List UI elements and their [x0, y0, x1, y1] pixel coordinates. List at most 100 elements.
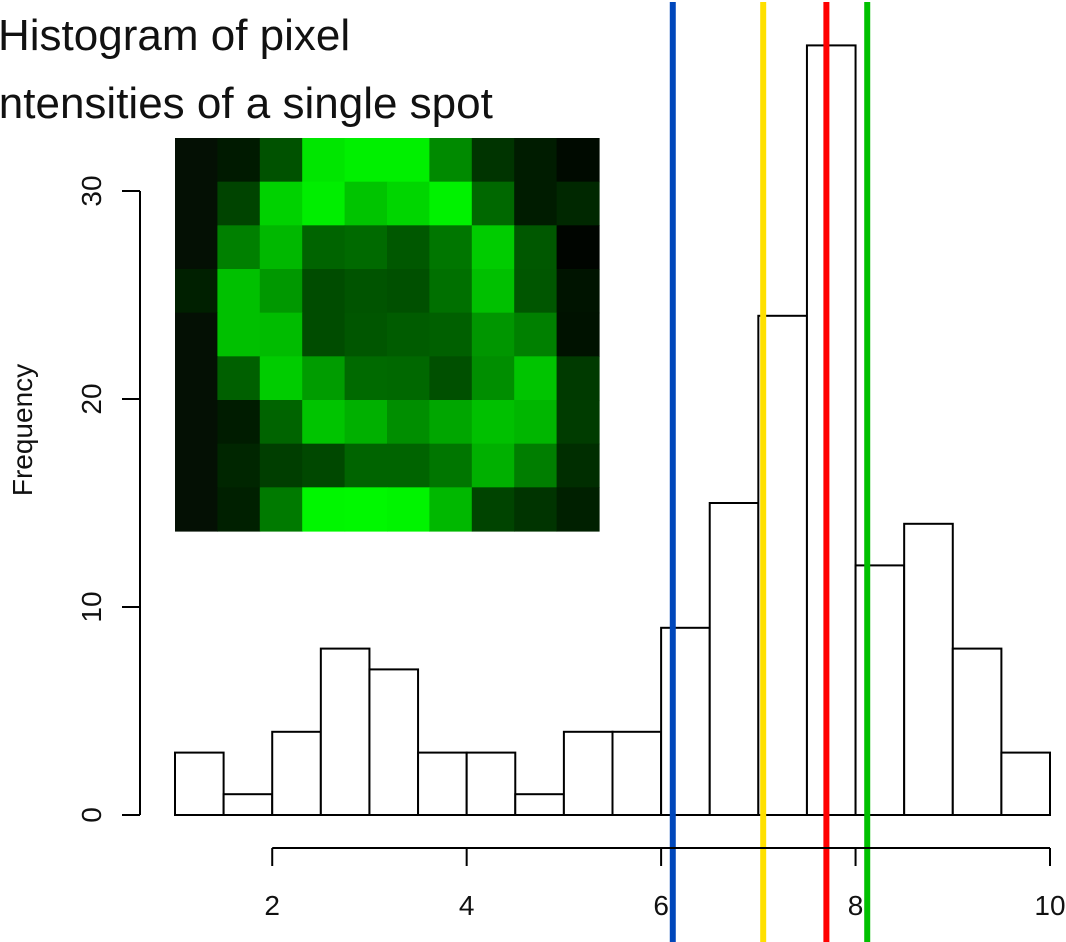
inset-pixel	[175, 181, 218, 226]
inset-pixel	[344, 225, 388, 270]
inset-pixel	[429, 356, 473, 401]
inset-pixel	[556, 443, 600, 488]
inset-pixel	[556, 487, 600, 532]
inset-pixel	[302, 400, 346, 445]
x-tick-label: 10	[1034, 890, 1065, 921]
inset-pixel	[259, 269, 303, 314]
inset-pixel	[514, 225, 558, 270]
inset-pixel	[175, 487, 218, 532]
histogram-bar	[951, 647, 1003, 816]
inset-pixel	[217, 487, 261, 532]
inset-pixel	[471, 138, 515, 183]
inset-pixel	[514, 181, 558, 226]
inset-pixel	[514, 487, 558, 532]
y-tick-label: 0	[76, 807, 107, 823]
inset-pixel	[429, 269, 473, 314]
inset-pixel	[175, 269, 218, 314]
x-tick-label: 6	[653, 890, 669, 921]
inset-pixel	[429, 181, 473, 226]
histogram-bar	[562, 730, 614, 816]
inset-pixel	[302, 356, 346, 401]
y-tick-label: 30	[76, 175, 107, 206]
inset-pixel	[344, 487, 388, 532]
inset-pixel	[302, 225, 346, 270]
histogram-bar	[417, 751, 468, 816]
histogram-bar	[465, 751, 517, 816]
chart-text: Histogram of pixel intensities of a sing…	[0, 11, 493, 496]
inset-pixel	[217, 312, 261, 357]
inset-pixel	[514, 356, 558, 401]
inset-pixel	[175, 400, 218, 445]
inset-pixel	[429, 138, 473, 183]
inset-pixel	[429, 443, 473, 488]
inset-pixel	[344, 181, 388, 226]
histogram-bars	[174, 44, 1052, 817]
inset-pixel	[514, 443, 558, 488]
inset-pixel	[175, 356, 218, 401]
inset-pixel	[259, 400, 303, 445]
x-tick-label: 2	[264, 890, 280, 921]
inset-pixel	[556, 269, 600, 314]
spot-inset-image	[175, 138, 600, 532]
histogram-bar	[660, 626, 711, 816]
axes: 0 10 20 30 2 4 6 8 10	[76, 175, 1066, 921]
inset-pixel	[556, 356, 600, 401]
inset-pixel	[471, 225, 515, 270]
inset-pixel	[344, 356, 388, 401]
inset-pixel	[387, 443, 430, 488]
inset-pixel	[471, 443, 515, 488]
inset-pixel	[344, 138, 388, 183]
inset-pixel	[471, 312, 515, 357]
inset-pixel	[429, 225, 473, 270]
y-tick-label: 20	[76, 383, 107, 414]
inset-pixel	[387, 487, 430, 532]
y-tick-label: 10	[76, 591, 107, 622]
inset-pixel	[556, 138, 600, 183]
inset-pixel	[471, 400, 515, 445]
inset-pixel	[217, 225, 261, 270]
histogram-bar	[854, 564, 906, 817]
y-axis-label: Frequency	[7, 364, 38, 496]
inset-pixel	[387, 225, 430, 270]
inset-pixel	[344, 400, 388, 445]
inset-pixel	[387, 400, 430, 445]
inset-pixel	[259, 487, 303, 532]
inset-pixel	[175, 225, 218, 270]
inset-pixel	[387, 269, 430, 314]
inset-pixel	[259, 443, 303, 488]
inset-pixel	[387, 138, 430, 183]
inset-pixel	[302, 443, 346, 488]
x-tick-label: 8	[848, 890, 864, 921]
histogram-bar	[757, 314, 808, 816]
inset-pixel	[259, 225, 303, 270]
histogram-bar	[611, 730, 663, 816]
inset-pixel	[429, 400, 473, 445]
inset-pixel	[217, 181, 261, 226]
inset-pixel	[302, 312, 346, 357]
inset-pixel	[175, 312, 218, 357]
inset-pixel	[514, 269, 558, 314]
inset-pixel	[259, 312, 303, 357]
inset-pixel	[217, 356, 261, 401]
histogram-bar	[1000, 751, 1052, 816]
inset-pixel	[556, 312, 600, 357]
inset-pixel	[556, 400, 600, 445]
inset-pixel	[429, 487, 473, 532]
inset-pixel	[387, 356, 430, 401]
inset-pixel	[429, 312, 473, 357]
inset-pixel	[344, 269, 388, 314]
inset-pixel	[514, 312, 558, 357]
inset-pixel	[217, 138, 261, 183]
inset-pixel	[344, 443, 388, 488]
inset-pixel	[217, 400, 261, 445]
inset-pixel	[302, 269, 346, 314]
inset-pixel	[175, 138, 218, 183]
inset-pixel	[471, 487, 515, 532]
inset-pixel	[175, 443, 218, 488]
inset-pixel	[302, 181, 346, 226]
histogram-bar	[368, 668, 420, 817]
inset-pixel	[302, 138, 346, 183]
inset-pixel	[259, 138, 303, 183]
histogram-bar	[514, 793, 565, 817]
